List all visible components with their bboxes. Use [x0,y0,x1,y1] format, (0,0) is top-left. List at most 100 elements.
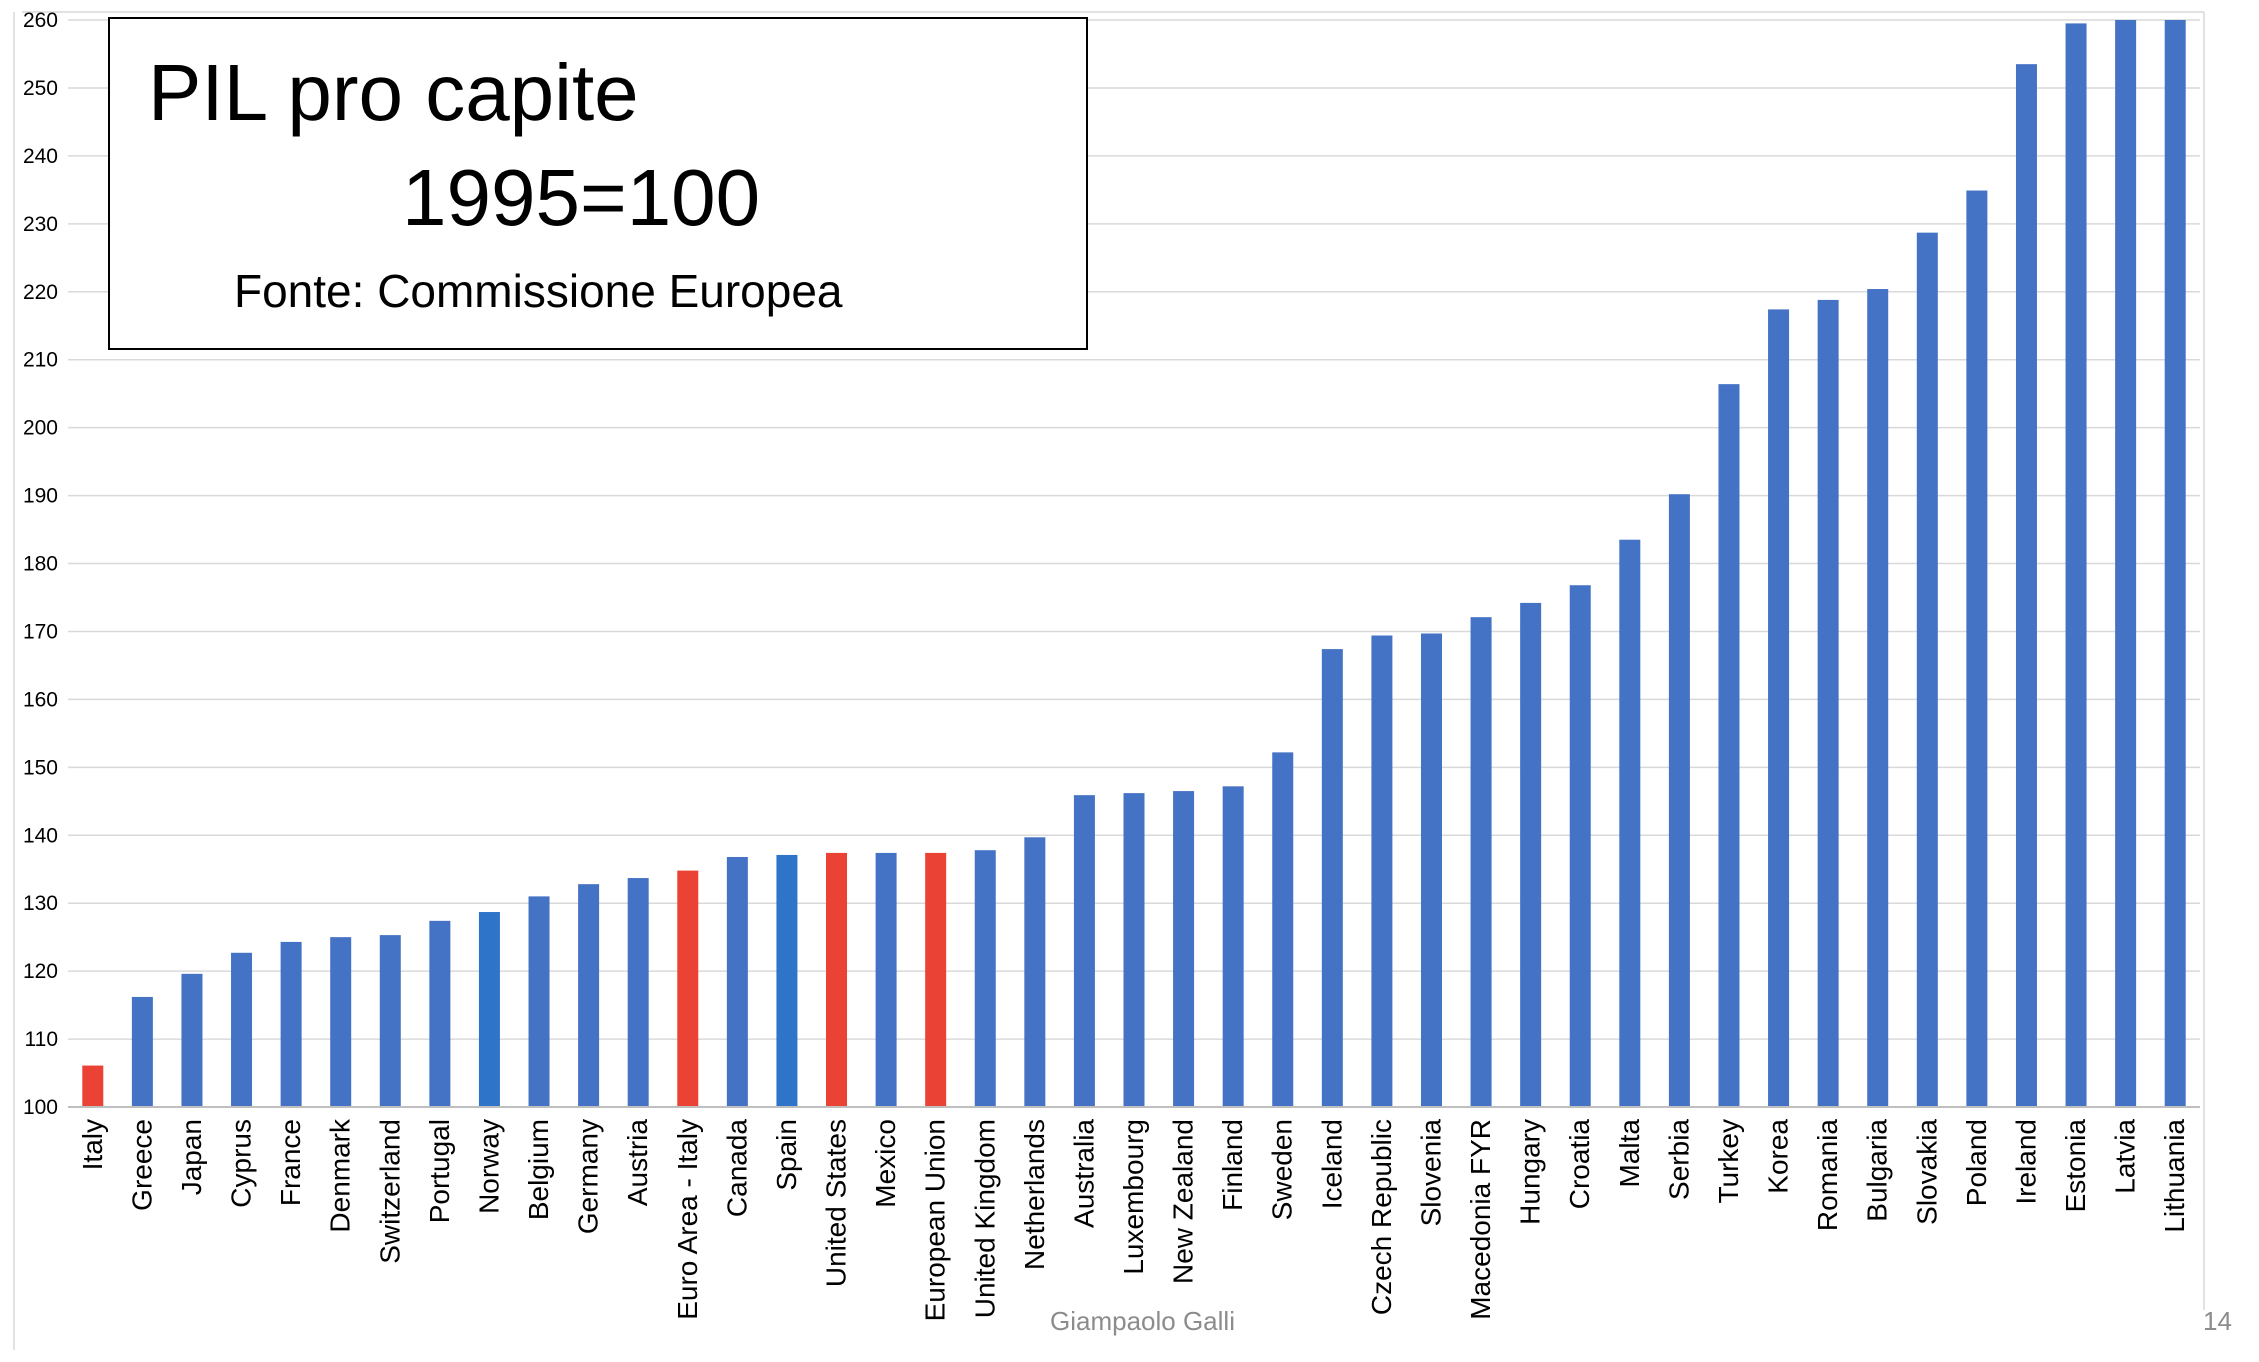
y-tick-label: 220 [23,281,58,304]
x-tick-label: United States [821,1119,852,1287]
bar [1222,786,1244,1107]
bar [578,884,600,1107]
x-tick-label: Euro Area - Italy [672,1119,703,1320]
chart-title: PIL pro capite [148,48,639,137]
bar [1520,602,1542,1107]
x-tick-label: Norway [473,1119,504,1214]
x-tick-label: Italy [77,1119,108,1170]
bar [1420,633,1442,1107]
bars [82,20,2186,1108]
bar [1123,793,1145,1107]
x-tick-label: Croatia [1564,1119,1595,1210]
x-tick-label: Turkey [1713,1119,1744,1204]
x-tick-label: Serbia [1663,1119,1694,1200]
x-tick-label: Hungary [1515,1119,1546,1225]
y-tick-label: 170 [23,620,58,643]
y-tick-label: 100 [23,1096,58,1119]
y-tick-label: 240 [23,145,58,168]
x-tick-label: Romania [1812,1119,1843,1231]
y-tick-label: 210 [23,349,58,372]
y-tick-label: 120 [23,960,58,983]
x-tick-label: Belgium [523,1119,554,1220]
x-tick-label: Korea [1763,1119,1794,1194]
x-tick-label: Netherlands [1019,1119,1050,1270]
bar [131,996,153,1107]
x-tick-label: Ireland [2010,1119,2041,1205]
x-tick-label: Germany [573,1119,604,1234]
bar [1272,752,1294,1107]
footer-author: Giampaolo Galli [1050,1306,1235,1336]
x-tick-label: France [275,1119,306,1206]
bar [1867,289,1889,1108]
bar [1371,635,1393,1107]
x-tick-label: United Kingdom [969,1119,1000,1318]
x-tick-label: Slovenia [1415,1119,1446,1227]
bar [627,878,649,1107]
bar [1817,299,1839,1108]
bar [677,870,699,1107]
x-tick-label: Mexico [870,1119,901,1208]
y-tick-label: 130 [23,892,58,915]
bar [726,856,748,1107]
bar [528,896,550,1107]
y-tick-label: 200 [23,417,58,440]
bar [875,852,897,1107]
bar [330,937,352,1107]
source-label: Fonte: Commissione Europea [234,265,843,317]
bar [1966,190,1988,1107]
x-tick-label: Spain [771,1119,802,1191]
x-tick-label: Iceland [1316,1119,1347,1209]
bar [2115,20,2137,1107]
x-tick-label: Sweden [1267,1119,1298,1220]
x-tick-label: Luxembourg [1118,1119,1149,1275]
y-tick-label: 250 [23,77,58,100]
y-axis-ticks: 100 110 120 130 140 150 160 170 180 190 200 210 220 2… [23,9,58,1119]
x-tick-label: Slovakia [1911,1119,1942,1225]
x-tick-label: Bulgaria [1862,1119,1893,1222]
y-tick-label: 180 [23,553,58,576]
bar [1024,837,1046,1107]
bar [280,941,302,1107]
bar [1470,617,1492,1107]
bar [1173,791,1195,1107]
x-tick-label: Japan [176,1119,207,1195]
y-tick-label: 150 [23,756,58,779]
x-tick-label: Switzerland [374,1119,405,1264]
x-tick-label: European Union [920,1119,951,1321]
x-tick-label: Macedonia FYR [1465,1119,1496,1320]
bar [82,1065,104,1107]
bar [181,973,203,1107]
x-tick-label: Latvia [2110,1119,2141,1194]
bar [1768,309,1790,1107]
x-tick-label: Cyprus [226,1119,257,1208]
title-box: PIL pro capite 1995=100 Fonte: Commissio… [108,17,1088,350]
bar [2015,64,2037,1107]
x-tick-label: Finland [1217,1119,1248,1211]
x-tick-label: Malta [1614,1119,1645,1188]
y-tick-label: 260 [23,9,58,32]
bar [1321,649,1343,1107]
bar [1569,585,1591,1107]
x-tick-label: Poland [1961,1119,1992,1206]
y-tick-label: 110 [25,1028,58,1051]
base-year-label: 1995=100 [402,153,761,242]
bar [478,912,500,1107]
gridlines [68,19,2200,1040]
x-tick-label: Australia [1068,1119,1099,1228]
bar [1668,494,1690,1107]
bar [231,952,253,1107]
x-tick-label: Estonia [2060,1119,2091,1213]
bar [1073,795,1095,1107]
x-tick-label: Greece [126,1119,157,1211]
y-tick-label: 230 [23,213,58,236]
y-tick-label: 190 [23,485,58,508]
x-tick-label: New Zealand [1168,1119,1199,1284]
bar [429,920,451,1107]
bar [974,850,996,1107]
bar [1718,384,1740,1107]
bar [2065,23,2087,1108]
bar [1619,539,1641,1107]
bar [1916,232,1938,1107]
